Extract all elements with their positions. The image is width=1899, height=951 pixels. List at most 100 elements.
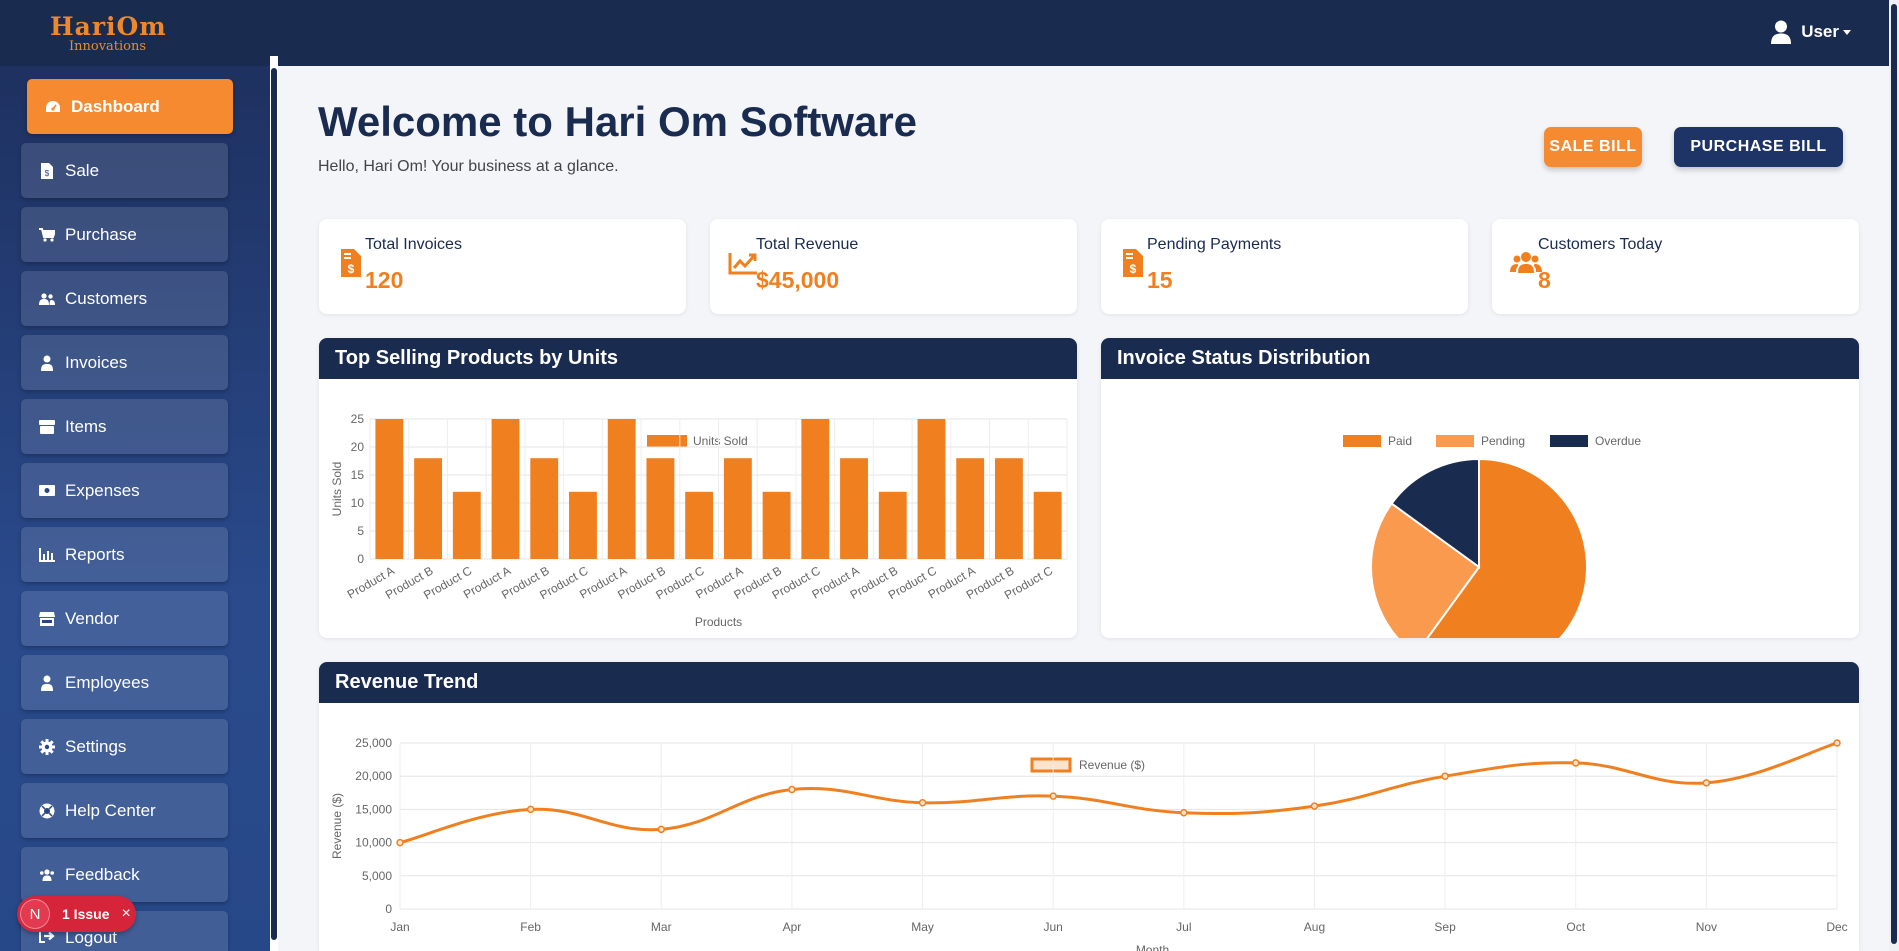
invoice-status-panel: Invoice Status Distribution Paid Pending O… (1101, 338, 1859, 638)
purchase-bill-button[interactable]: PURCHASE BILL (1674, 127, 1843, 167)
bar (840, 458, 868, 559)
y-tick-label: 15,000 (355, 802, 392, 816)
stat-label: Customers Today (1538, 236, 1663, 253)
legend-label: Paid (1388, 434, 1412, 448)
cart-icon (39, 227, 55, 243)
sidebar-scrollbar-thumb[interactable] (271, 68, 277, 940)
sidebar-item-employees[interactable]: Employees (21, 655, 228, 710)
sidebar-item-label: Feedback (65, 864, 140, 884)
x-tick-label: Aug (1304, 920, 1325, 934)
sidebar-item-label: Vendor (65, 608, 119, 628)
sidebar-item-label: Reports (65, 544, 125, 564)
sale-bill-button[interactable]: SALE BILL (1544, 127, 1642, 167)
top-selling-products-panel: Top Selling Products by Units Units Sold… (319, 338, 1077, 638)
logo-subtext: Innovations (69, 39, 147, 54)
issue-badge[interactable]: N 1 Issue × (17, 896, 136, 932)
legend-label: Units Sold (693, 434, 748, 448)
sidebar-scrollbar[interactable] (270, 56, 278, 951)
y-axis-label: Units Sold (330, 462, 344, 517)
stat-value: $45,000 (756, 267, 840, 293)
x-axis-label: Products (695, 615, 742, 629)
sidebar-item-help-center[interactable]: Help Center (21, 783, 228, 838)
user-tie-icon (39, 355, 55, 371)
logo-text: HariOm (50, 12, 167, 41)
bar (414, 458, 443, 559)
brand-logo[interactable]: HariOm Innovations (50, 12, 167, 56)
legend-label: Overdue (1595, 434, 1641, 448)
sidebar-item-expenses[interactable]: Expenses (21, 463, 228, 518)
pie-chart: Paid Pending Overdue (1343, 434, 1641, 638)
x-tick-label: Feb (520, 920, 541, 934)
data-point (1571, 759, 1580, 767)
sidebar-item-settings[interactable]: Settings (21, 719, 228, 774)
x-tick-label: Mar (651, 920, 672, 934)
page-subtitle: Hello, Hari Om! Your business at a glanc… (318, 158, 619, 175)
page-title: Welcome to Hari Om Software (318, 98, 918, 145)
stat-card-total-revenue: Total Revenue $45,000 (710, 219, 1077, 314)
legend-label: Pending (1481, 434, 1525, 448)
sidebar-item-label: Customers (65, 288, 148, 308)
bar (646, 458, 675, 559)
bar (956, 458, 985, 559)
bar (452, 491, 481, 559)
bar (801, 419, 830, 559)
legend-swatch (1436, 435, 1474, 447)
bar (607, 419, 636, 559)
sidebar-item-feedback[interactable]: Feedback (21, 847, 228, 902)
y-tick-label: 25,000 (355, 736, 392, 750)
sidebar-item-invoices[interactable]: Invoices (21, 335, 228, 390)
sidebar-item-items[interactable]: Items (21, 399, 228, 454)
stat-label: Total Invoices (365, 236, 462, 253)
sidebar-item-label: Expenses (65, 480, 140, 500)
avatar: N (20, 899, 50, 929)
x-tick-label: May (911, 920, 934, 934)
data-point (788, 785, 796, 794)
sidebar-item-label: Purchase (65, 224, 137, 244)
invoice-dollar-icon: $ (341, 249, 361, 277)
x-tick-label: Jan (390, 920, 409, 934)
gauge-icon (45, 99, 61, 115)
sidebar-item-purchase[interactable]: Purchase (21, 207, 228, 262)
bar (569, 491, 597, 559)
y-tick-label: 5 (357, 524, 364, 538)
sidebar-item-customers[interactable]: Customers (21, 271, 228, 326)
sidebar-item-reports[interactable]: Reports (21, 527, 228, 582)
pie-slice (1370, 502, 1481, 638)
data-point (657, 825, 666, 834)
close-icon[interactable]: × (121, 905, 131, 922)
legend-label: Revenue ($) (1079, 758, 1145, 772)
user-tie-icon (39, 675, 55, 691)
user-dropdown[interactable]: User (1771, 20, 1851, 44)
gear-icon (39, 738, 55, 755)
bar (723, 458, 752, 559)
y-tick-label: 15 (351, 468, 365, 482)
users-icon (39, 291, 55, 307)
sidebar-item-label: Settings (65, 736, 127, 756)
stat-value: 15 (1147, 267, 1173, 293)
panel-title: Top Selling Products by Units (319, 338, 1077, 379)
pie-slice (1390, 457, 1480, 569)
bar (878, 491, 907, 559)
bar (917, 419, 946, 559)
user-icon (1771, 20, 1792, 44)
sidebar-item-sale[interactable]: $ Sale (21, 143, 228, 198)
page-scrollbar-thumb[interactable] (1891, 4, 1897, 944)
sidebar-item-dashboard[interactable]: Dashboard (27, 79, 233, 134)
trend-up-icon (728, 253, 757, 275)
data-point (396, 838, 404, 847)
data-point (526, 805, 535, 814)
stat-label: Pending Payments (1147, 236, 1282, 253)
data-point (918, 799, 927, 807)
y-tick-label: 20,000 (355, 769, 392, 783)
page-scrollbar[interactable] (1889, 0, 1899, 951)
data-point (1441, 772, 1449, 780)
svg-text:$: $ (45, 169, 50, 178)
panel-title: Invoice Status Distribution (1101, 338, 1859, 379)
stat-label: Total Revenue (756, 236, 859, 253)
box-icon (39, 419, 55, 435)
data-point (1310, 802, 1319, 810)
chevron-down-icon (1843, 29, 1851, 35)
bar (994, 458, 1023, 559)
sidebar-item-vendor[interactable]: Vendor (21, 591, 228, 646)
bar (685, 491, 714, 559)
